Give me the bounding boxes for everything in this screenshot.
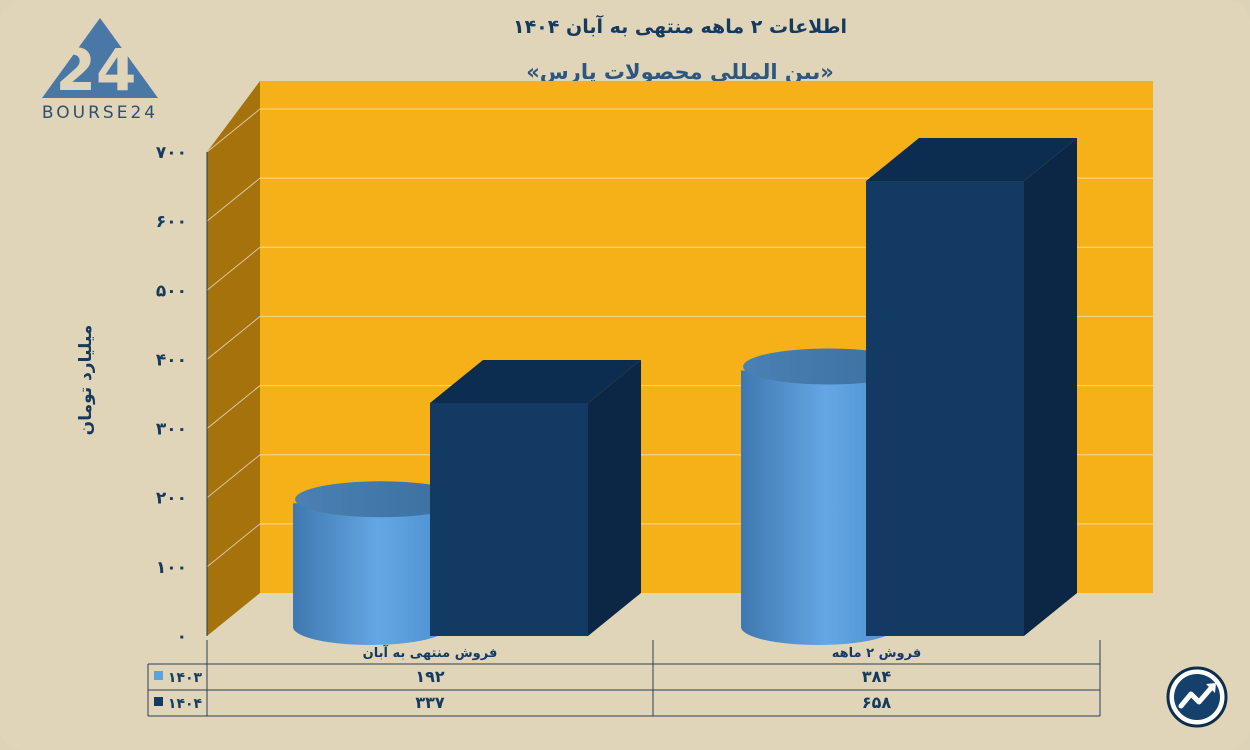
data-label: ۱۹۲ [415, 667, 445, 686]
bars [293, 138, 1077, 645]
cylinder-body [293, 503, 448, 645]
bourse24-logo: 24 BOURSE24 [42, 18, 158, 123]
y-tick-label: ۳۰۰ [156, 420, 187, 440]
grid-line-diagonal [206, 108, 261, 153]
data-table: فروش منتهی به آبان فروش ۲ ماهه ۱۴۰۳ ۱۹۲ ۳۸۴ ۱… [147, 640, 1101, 717]
y-tick-label: ۴۰۰ [156, 350, 187, 370]
y-tick-label: ۶۰۰ [156, 212, 187, 232]
y-axis-ticks: ۰ ۱۰۰ ۲۰۰ ۳۰۰ ۴۰۰ ۵۰۰ ۶۰۰ ۷۰۰ [156, 143, 208, 647]
grid-line-diagonal [206, 385, 261, 429]
box-side [1024, 138, 1077, 637]
data-label: ۳۸۴ [862, 667, 892, 686]
bar-1403 [293, 481, 466, 645]
y-tick-label: ۱۰۰ [156, 558, 187, 578]
logo-text: BOURSE24 [42, 103, 158, 123]
box-front [430, 402, 588, 636]
cylinder-top [295, 481, 466, 518]
grid-line-diagonal [206, 454, 261, 499]
y-tick-label: ۲۰۰ [156, 489, 187, 509]
y-tick-label: ۷۰۰ [156, 143, 187, 163]
category-label: فروش ۲ ماهه [832, 646, 921, 661]
bar-1404 [866, 138, 1077, 637]
series-label: ۱۴۰۴ [168, 696, 203, 712]
data-label: ۶۵۸ [862, 693, 892, 712]
box-top [430, 359, 641, 403]
box-top [866, 138, 1077, 182]
y-axis-label: میلیارد تومان [76, 324, 96, 436]
y-tick-label: ۰ [177, 627, 187, 647]
logo-mark: 24 [56, 36, 137, 104]
box-side [588, 359, 641, 636]
data-label: ۳۳۷ [415, 693, 445, 712]
chart-title: اطلاعات ۲ ماهه منتهی به آبان ۱۴۰۴ [512, 16, 848, 38]
legend-swatch-1404 [154, 697, 163, 706]
grid-line-diagonal [206, 316, 261, 360]
grid-line-diagonal [206, 246, 261, 291]
grid-line-diagonal [206, 523, 261, 568]
box-front [866, 181, 1024, 637]
y-tick-label: ۵۰۰ [156, 281, 187, 301]
grid-line-diagonal [206, 177, 261, 222]
bar-1404 [430, 359, 641, 636]
category-label: فروش منتهی به آبان [363, 644, 498, 661]
chart-subtitle: «بین المللی محصولات پارس» [526, 60, 834, 84]
series-label: ۱۴۰۳ [168, 670, 203, 686]
side-wall [207, 81, 260, 636]
cylinder-body [741, 370, 896, 645]
legend-swatch-1403 [154, 671, 163, 680]
chart-trend-icon [1166, 666, 1228, 728]
